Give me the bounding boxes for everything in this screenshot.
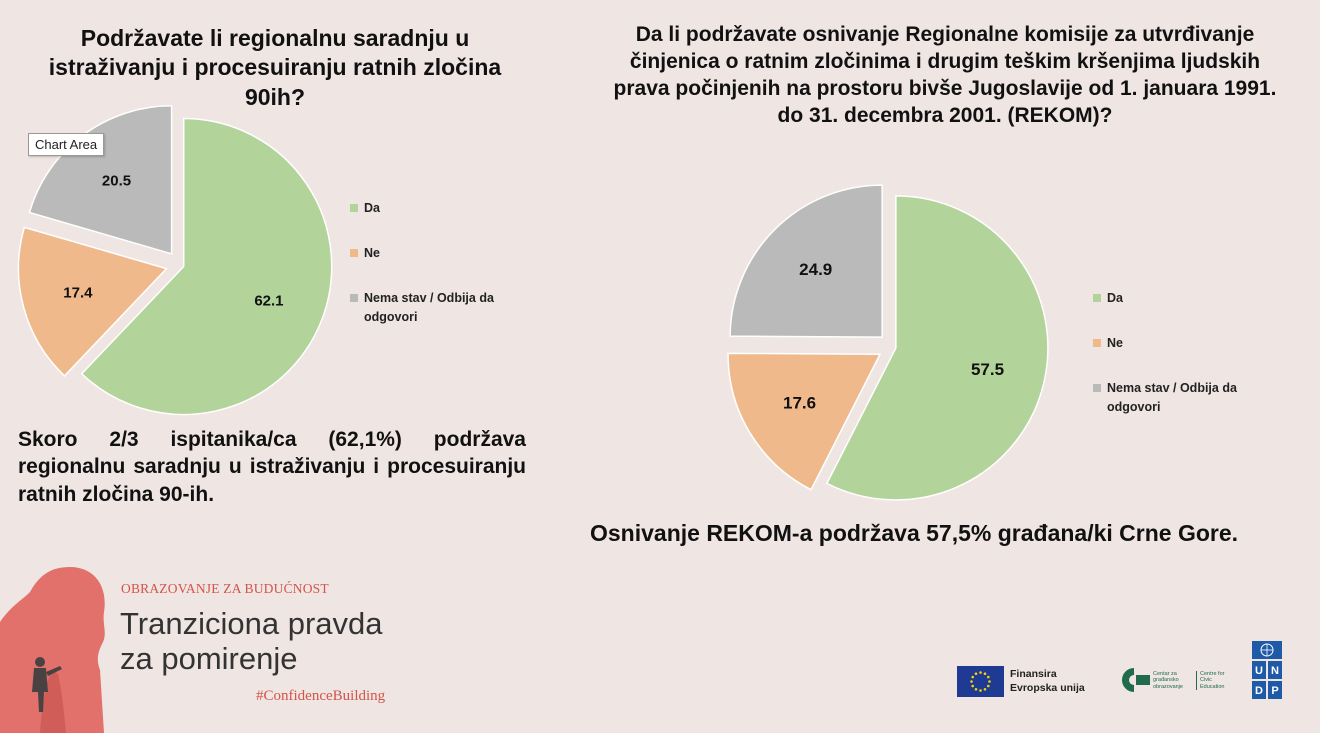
legend-swatch-nema-stav — [1093, 384, 1101, 392]
left-chart-title: Podržavate li regionalnu saradnju u istr… — [48, 25, 502, 110]
brand-title-line2: za pomirenje — [120, 640, 298, 676]
legend-swatch-ne — [350, 249, 358, 257]
svg-text:U: U — [1255, 665, 1263, 677]
brand-title-line1: Tranziciona pravda — [120, 606, 383, 641]
right-legend-item-ne: Ne — [1093, 334, 1263, 353]
brand-hashtag: #ConfidenceBuilding — [256, 688, 386, 704]
pie-slice-nema-stav[interactable] — [28, 105, 173, 255]
eu-star — [986, 684, 990, 688]
legend-label-ne: Ne — [1107, 336, 1123, 350]
left-legend-item-ne: Ne — [350, 244, 520, 263]
legend-label-da: Da — [1107, 291, 1123, 305]
svg-text:N: N — [1271, 665, 1279, 677]
brand-title: Tranziciona pravda za pomirenje — [120, 606, 383, 676]
eu-star — [971, 675, 975, 679]
left-chart-caption: Skoro 2/3 ispitanika/ca (62,1%) podržava… — [18, 428, 526, 506]
pie-data-label-nema-stav: 24.9 — [799, 260, 832, 279]
cgo-logo-icon — [1122, 668, 1150, 692]
pie-slice-nema-stav[interactable] — [729, 184, 883, 338]
pie-data-label-da: 62.1 — [254, 293, 283, 310]
eu-text-line2: Evropska unija — [1010, 682, 1085, 695]
eu-star — [988, 680, 991, 683]
eu-star — [979, 671, 982, 674]
eu-star — [979, 689, 982, 692]
cgo-text-en: Centre for Civic Education — [1196, 671, 1232, 690]
svg-text:D: D — [1255, 685, 1263, 697]
undp-logo-icon: U N D P — [1252, 641, 1282, 699]
chart-area-tooltip: Chart Area — [28, 133, 105, 156]
legend-label-da: Da — [364, 201, 380, 215]
eu-flag-icon — [957, 666, 1004, 697]
pie-data-label-ne: 17.6 — [783, 393, 816, 412]
legend-label-nema-stav: Nema stav / Odbija da odgovori — [1107, 381, 1237, 414]
legend-swatch-da — [1093, 294, 1101, 302]
pie-slice-ne[interactable] — [727, 352, 882, 491]
eu-funding-text: Finansira Evropska unija — [1010, 667, 1085, 695]
left-legend-item-nema-stav: Nema stav / Odbija da odgovori — [350, 289, 520, 327]
right-legend-item-da: Da — [1093, 289, 1263, 308]
eu-star — [983, 672, 987, 676]
eu-star — [974, 687, 978, 691]
right-legend-item-nema-stav: Nema stav / Odbija da odgovori — [1093, 379, 1263, 417]
pie-slice-da[interactable] — [80, 117, 333, 416]
legend-label-ne: Ne — [364, 246, 380, 260]
left-legend-item-da: Da — [350, 199, 520, 218]
pie-data-label-nema-stav: 20.5 — [102, 172, 131, 189]
pie-slice-da[interactable] — [825, 195, 1049, 501]
eu-star — [983, 687, 987, 691]
eu-star — [970, 680, 973, 683]
right-chart-title: Da li podržavate osnivanje Regionalne ko… — [613, 23, 1277, 127]
pie-data-label-da: 57.5 — [971, 360, 1004, 379]
eu-text-line1: Finansira — [1010, 668, 1057, 680]
pie-slice-ne[interactable] — [17, 226, 168, 377]
cgo-text: Centar za građansko obrazovanje — [1153, 671, 1183, 690]
svg-text:P: P — [1271, 685, 1278, 697]
brand-subtitle: OBRAZOVANJE ZA BUDUĆNOST — [121, 581, 329, 596]
legend-swatch-nema-stav — [350, 294, 358, 302]
brand-silhouette-illustration — [0, 567, 105, 733]
legend-label-nema-stav: Nema stav / Odbija da odgovori — [364, 291, 494, 324]
eu-star — [986, 675, 990, 679]
right-chart-caption: Osnivanje REKOM-a podržava 57,5% građana… — [590, 520, 1239, 546]
eu-star — [971, 684, 975, 688]
pie-data-label-ne: 17.4 — [63, 285, 93, 302]
right-pie-chart[interactable]: 57.5 17.6 24.9 — [727, 184, 1060, 502]
left-pie-chart[interactable]: 62.1 17.4 20.5 — [17, 105, 340, 428]
eu-star — [974, 672, 978, 676]
legend-swatch-da — [350, 204, 358, 212]
legend-swatch-ne — [1093, 339, 1101, 347]
